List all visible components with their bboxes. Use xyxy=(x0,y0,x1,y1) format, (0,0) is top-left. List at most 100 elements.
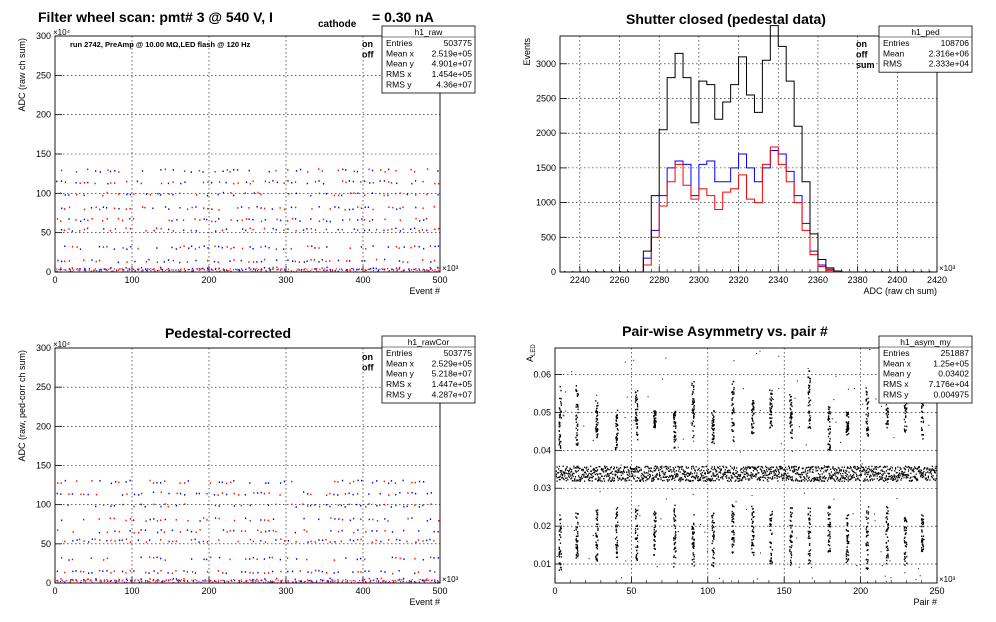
data-point xyxy=(315,268,317,270)
data-point xyxy=(741,479,743,482)
data-point xyxy=(91,259,93,261)
data-point xyxy=(653,420,655,422)
data-point xyxy=(91,538,93,541)
data-point xyxy=(207,207,209,210)
data-point xyxy=(672,467,674,469)
data-point xyxy=(811,466,813,468)
data-point xyxy=(790,561,792,563)
data-point xyxy=(770,517,772,520)
data-point xyxy=(183,229,185,232)
data-point xyxy=(886,465,888,468)
data-point xyxy=(615,419,617,421)
data-point xyxy=(809,427,812,429)
data-point xyxy=(752,413,755,415)
data-point xyxy=(807,470,809,472)
data-point xyxy=(106,270,108,272)
data-point xyxy=(782,474,784,477)
data-point xyxy=(810,480,812,482)
data-point xyxy=(619,478,621,480)
data-point xyxy=(569,468,571,471)
data-point xyxy=(268,556,271,559)
data-point xyxy=(295,170,298,172)
data-point xyxy=(769,559,771,562)
data-point xyxy=(695,466,697,468)
data-point xyxy=(658,474,661,476)
data-point xyxy=(904,474,907,476)
data-point xyxy=(653,545,655,547)
data-point xyxy=(742,477,744,479)
data-point xyxy=(692,536,694,538)
data-point xyxy=(342,168,344,171)
data-point xyxy=(859,469,862,472)
data-point xyxy=(436,580,439,582)
data-point xyxy=(322,580,324,582)
data-point xyxy=(820,476,822,478)
data-point xyxy=(275,248,278,250)
data-point xyxy=(56,492,58,495)
data-point xyxy=(304,270,306,272)
data-point xyxy=(894,476,896,479)
data-point xyxy=(106,206,108,209)
data-point xyxy=(793,469,795,471)
data-point xyxy=(912,469,914,471)
data-point xyxy=(865,399,867,402)
data-point xyxy=(396,182,398,185)
data-point xyxy=(559,424,561,427)
data-point xyxy=(673,425,675,427)
data-point xyxy=(752,420,754,422)
data-point xyxy=(593,468,596,470)
data-point xyxy=(295,558,298,560)
data-point xyxy=(340,268,343,270)
data-point xyxy=(674,476,677,478)
data-point xyxy=(790,399,792,401)
x-tick-label: 0 xyxy=(52,275,57,285)
data-point xyxy=(576,535,578,538)
data-point xyxy=(252,540,254,543)
data-point xyxy=(712,414,714,416)
data-point xyxy=(141,581,143,583)
data-point xyxy=(615,436,618,439)
data-point xyxy=(789,511,792,513)
data-point xyxy=(398,260,401,262)
data-point xyxy=(664,476,666,479)
data-point xyxy=(618,467,620,470)
data-point xyxy=(122,570,124,573)
data-point xyxy=(711,549,714,551)
data-point xyxy=(166,268,168,270)
data-point xyxy=(683,473,685,475)
data-point xyxy=(414,180,417,182)
data-point xyxy=(364,260,366,262)
data-point xyxy=(751,424,753,426)
data-point xyxy=(922,544,924,547)
data-point xyxy=(396,270,398,272)
data-point xyxy=(334,541,336,543)
data-point xyxy=(577,550,579,552)
data-point xyxy=(175,540,177,542)
data-point xyxy=(692,531,694,533)
data-point xyxy=(588,477,590,479)
data-point xyxy=(737,477,739,480)
data-point xyxy=(808,526,811,529)
data-point xyxy=(563,473,565,475)
data-point xyxy=(306,270,308,272)
data-point xyxy=(885,542,887,544)
data-point xyxy=(576,432,578,434)
data-point xyxy=(117,269,119,271)
data-point xyxy=(791,405,793,408)
data-point xyxy=(771,398,773,400)
data-point xyxy=(75,170,78,173)
data-point xyxy=(823,476,825,479)
data-point xyxy=(155,227,158,229)
data-point xyxy=(713,473,715,475)
data-point xyxy=(723,475,725,477)
data-point xyxy=(829,447,831,450)
data-point xyxy=(381,581,383,583)
data-point xyxy=(578,476,580,479)
data-point xyxy=(636,431,638,434)
data-point xyxy=(394,579,396,581)
data-point xyxy=(692,401,694,404)
data-point xyxy=(263,207,266,210)
data-point xyxy=(750,471,752,474)
data-point xyxy=(671,474,673,476)
data-point xyxy=(117,580,120,582)
